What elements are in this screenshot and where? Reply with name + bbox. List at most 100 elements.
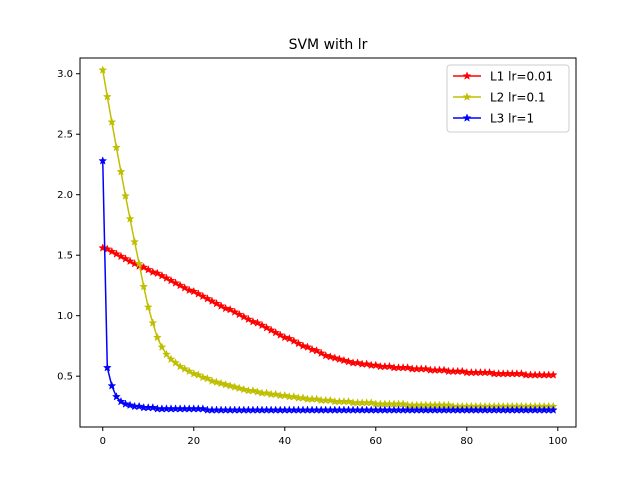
data-point <box>252 387 262 396</box>
data-point <box>111 249 121 258</box>
legend-item: L1 lr=0.01 <box>453 70 553 84</box>
data-point <box>175 361 185 371</box>
data-point <box>325 352 335 361</box>
data-point <box>157 271 167 280</box>
data-point <box>171 358 181 367</box>
plot-frame <box>79 57 577 428</box>
data-point <box>184 285 194 295</box>
data-point <box>307 344 317 354</box>
y-tick-label: 1.0 <box>57 311 73 322</box>
data-point <box>353 358 363 367</box>
data-point <box>271 389 281 399</box>
data-point <box>289 392 299 401</box>
x-tick-label: 0 <box>100 436 106 447</box>
data-point <box>212 377 221 387</box>
data-point <box>339 355 349 365</box>
x-tick-label: 20 <box>187 436 200 447</box>
data-point <box>330 353 340 362</box>
legend-label: L3 lr=1 <box>490 112 534 126</box>
data-point <box>225 304 235 314</box>
data-point <box>321 350 331 360</box>
data-point <box>102 363 112 372</box>
data-point <box>230 382 240 391</box>
data-point <box>239 312 249 321</box>
data-point <box>262 388 272 397</box>
y-tick-label: 3.0 <box>57 69 73 80</box>
legend-item: L2 lr=0.1 <box>453 91 546 105</box>
data-point <box>180 364 190 373</box>
data-point <box>212 298 221 308</box>
y-axis: 0.5 1.0 1.5 2.0 2.5 3.0 <box>57 69 80 383</box>
data-point <box>166 354 176 364</box>
data-point <box>325 395 335 405</box>
series-2 <box>98 65 558 411</box>
data-point <box>148 318 158 327</box>
data-point <box>312 346 322 355</box>
data-point <box>111 142 121 152</box>
data-point <box>98 156 108 165</box>
legend-marker <box>462 113 472 122</box>
data-point <box>216 378 226 388</box>
data-point <box>298 341 308 350</box>
data-point <box>485 367 495 377</box>
data-point <box>125 400 135 410</box>
data-point <box>180 283 190 292</box>
data-point <box>548 370 558 379</box>
data-point <box>316 348 326 358</box>
data-point <box>275 330 285 339</box>
data-point <box>98 65 108 74</box>
chart-title: SVM with lr <box>289 37 368 53</box>
x-tick-label: 80 <box>460 436 473 447</box>
data-point <box>116 167 126 176</box>
data-point <box>161 273 171 283</box>
data-point <box>139 281 149 291</box>
series-3 <box>98 156 558 414</box>
data-point <box>252 318 262 327</box>
data-point <box>403 363 413 372</box>
data-point <box>198 404 208 413</box>
data-point <box>143 302 153 312</box>
data-point <box>116 396 126 406</box>
legend-label: L2 lr=0.1 <box>490 91 546 105</box>
data-point <box>298 393 308 402</box>
data-point <box>271 327 281 337</box>
data-point <box>207 376 217 385</box>
data-point <box>121 254 130 263</box>
data-point <box>221 303 231 313</box>
data-point <box>198 372 208 382</box>
data-point <box>166 275 176 285</box>
data-point <box>121 191 130 200</box>
series-layer <box>98 65 558 414</box>
data-point <box>243 314 253 324</box>
data-point <box>293 338 303 348</box>
data-point <box>184 366 194 376</box>
x-tick-label: 40 <box>278 436 291 447</box>
data-point <box>193 370 203 379</box>
data-point <box>198 291 208 301</box>
legend-marker <box>462 71 472 80</box>
data-point <box>189 286 199 296</box>
data-point <box>202 294 212 303</box>
data-point <box>343 356 353 366</box>
y-tick-label: 0.5 <box>57 372 73 383</box>
data-point <box>175 280 185 290</box>
data-point <box>171 278 181 287</box>
data-point <box>161 349 171 359</box>
data-point <box>289 336 299 345</box>
data-point <box>134 258 144 268</box>
legend-box <box>446 64 570 133</box>
data-point <box>152 332 162 342</box>
data-point <box>439 365 449 374</box>
data-point <box>262 323 272 332</box>
data-point <box>143 265 153 274</box>
data-point <box>148 267 158 276</box>
data-point <box>189 369 199 378</box>
y-tick-label: 2.5 <box>57 130 73 141</box>
data-point <box>516 369 526 378</box>
legend-item: L3 lr=1 <box>453 112 534 126</box>
data-point <box>234 383 244 393</box>
data-point <box>548 405 558 414</box>
x-tick-label: 100 <box>548 436 567 447</box>
data-point <box>157 342 167 351</box>
